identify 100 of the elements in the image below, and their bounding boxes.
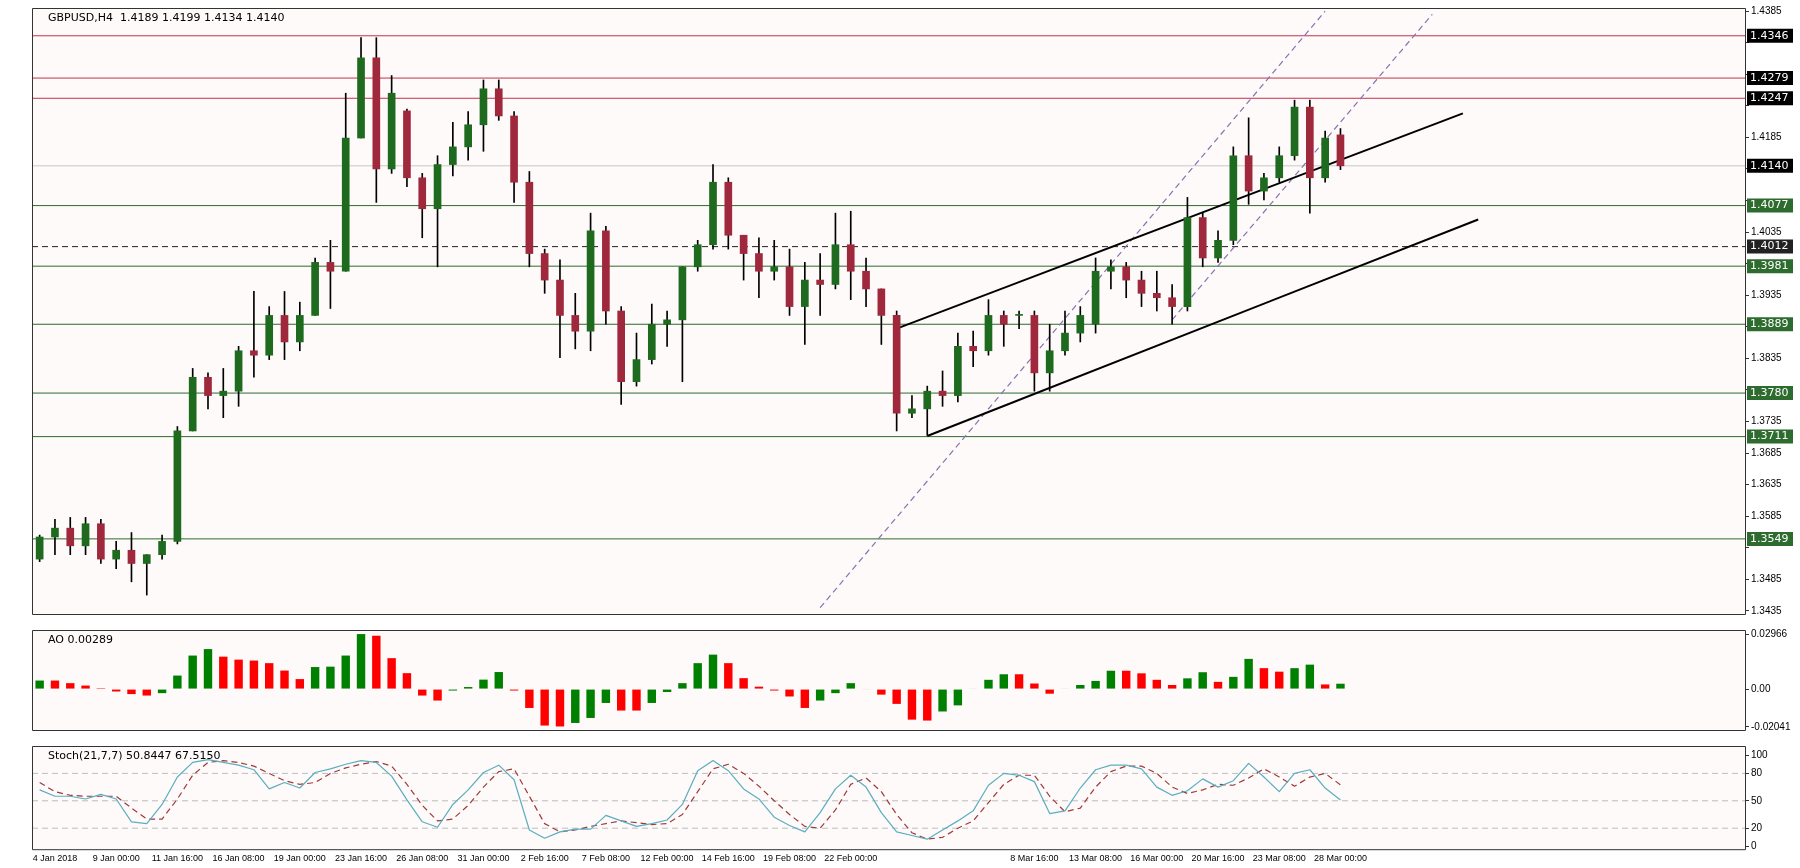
x-tick-label: 28 Mar 00:00 — [1313, 853, 1367, 864]
bar — [555, 689, 565, 727]
chart-title: AO 0.00289 — [48, 633, 113, 647]
bar — [678, 683, 687, 689]
bar — [1320, 684, 1330, 689]
y-tick-label: 100 — [1751, 748, 1769, 760]
bar — [372, 635, 381, 689]
bar — [693, 663, 702, 689]
ref-line-label: 1.3981 — [1750, 259, 1789, 273]
y-tick-label: 0.00 — [1751, 682, 1771, 694]
bar — [1259, 668, 1269, 689]
bar — [326, 666, 335, 689]
y-tick-label: 1.4385 — [1751, 4, 1783, 16]
bar — [800, 689, 810, 708]
candlestick — [908, 395, 916, 419]
ref-line-label: 1.3711 — [1750, 429, 1789, 443]
bar — [1167, 685, 1177, 689]
bar — [265, 663, 274, 689]
bar — [1106, 670, 1116, 689]
bar — [35, 680, 44, 689]
y-tick-label: 1.3735 — [1751, 415, 1783, 427]
bar — [846, 683, 855, 689]
x-tick-label: 31 Jan 00:00 — [457, 853, 510, 864]
bar — [310, 667, 320, 689]
bar — [1076, 685, 1085, 689]
y-tick-label: 20 — [1751, 821, 1763, 833]
bar — [601, 689, 611, 703]
bar — [907, 689, 917, 720]
bar — [892, 689, 901, 704]
x-tick-label: 11 Jan 16:00 — [151, 853, 204, 864]
bar — [571, 689, 580, 723]
y-tick-label: 0 — [1751, 840, 1757, 852]
ref-line-label: 1.4346 — [1750, 28, 1789, 42]
bar — [923, 689, 932, 721]
ref-line-label: 1.4012 — [1750, 239, 1789, 253]
bar — [1305, 664, 1315, 689]
bar — [479, 679, 488, 689]
bar — [724, 663, 733, 689]
bar — [1045, 689, 1054, 694]
bar — [647, 689, 656, 703]
bar — [1229, 676, 1238, 689]
ref-line-label: 1.3549 — [1750, 531, 1789, 545]
bar — [341, 655, 350, 689]
y-tick-label: 1.4035 — [1751, 225, 1783, 237]
bar — [1152, 679, 1162, 689]
chart-title: Stoch(21,7,7) 50.8447 67.5150 — [48, 749, 221, 763]
bar — [586, 689, 595, 718]
x-tick-label: 12 Feb 00:00 — [640, 853, 694, 864]
y-tick-label: -0.02041 — [1751, 720, 1791, 732]
bar — [1030, 683, 1039, 689]
bar — [1014, 674, 1024, 689]
bar — [402, 673, 412, 689]
bar — [418, 689, 427, 696]
bar — [831, 689, 840, 694]
y-tick-label: 1.3685 — [1751, 446, 1783, 458]
bar — [1275, 671, 1284, 689]
chart-title: GBPUSD,H4 1.4189 1.4199 1.4134 1.4140 — [48, 11, 285, 25]
x-tick-label: 9 Jan 00:00 — [92, 853, 140, 864]
x-tick-label: 7 Feb 08:00 — [581, 853, 630, 864]
bar — [188, 655, 197, 689]
bar — [953, 689, 963, 706]
y-tick-label: 80 — [1751, 767, 1763, 779]
ref-line-label: 1.4279 — [1750, 70, 1789, 84]
bar — [81, 685, 90, 689]
x-tick-label: 13 Mar 08:00 — [1069, 853, 1123, 864]
bar — [66, 683, 75, 689]
bar — [815, 689, 825, 701]
candlestick — [770, 239, 779, 281]
bar — [295, 679, 305, 689]
bar — [1213, 681, 1223, 689]
x-tick-label: 19 Jan 00:00 — [273, 853, 326, 864]
bar — [1091, 680, 1100, 689]
bar — [249, 660, 259, 689]
y-tick-label: 1.3635 — [1751, 478, 1783, 490]
bar — [525, 689, 534, 708]
x-tick-label: 19 Feb 08:00 — [763, 853, 817, 864]
bar — [708, 654, 718, 689]
bar — [1290, 668, 1299, 689]
x-tick-label: 8 Mar 16:00 — [1010, 853, 1059, 864]
y-tick-label: 50 — [1751, 794, 1763, 806]
candlestick — [250, 291, 258, 378]
ref-line-label: 1.4077 — [1750, 198, 1789, 212]
bar — [356, 634, 366, 689]
ref-line-label: 1.4140 — [1750, 158, 1789, 172]
bar — [1336, 683, 1345, 689]
bar — [739, 678, 748, 689]
bar — [785, 689, 794, 697]
candlestick — [969, 330, 977, 367]
bar — [1137, 673, 1146, 689]
bar — [632, 689, 641, 711]
y-tick-label: 1.4185 — [1751, 131, 1783, 143]
candlestick — [1107, 259, 1115, 290]
candlestick — [219, 368, 228, 419]
y-tick-label: 1.3835 — [1751, 352, 1783, 364]
x-tick-label: 14 Feb 16:00 — [701, 853, 755, 864]
ref-line-label: 1.4247 — [1750, 91, 1789, 105]
ref-line-label: 1.3780 — [1750, 385, 1789, 399]
bar — [540, 689, 549, 726]
bar — [984, 679, 993, 689]
x-tick-label: 23 Jan 16:00 — [335, 853, 388, 864]
